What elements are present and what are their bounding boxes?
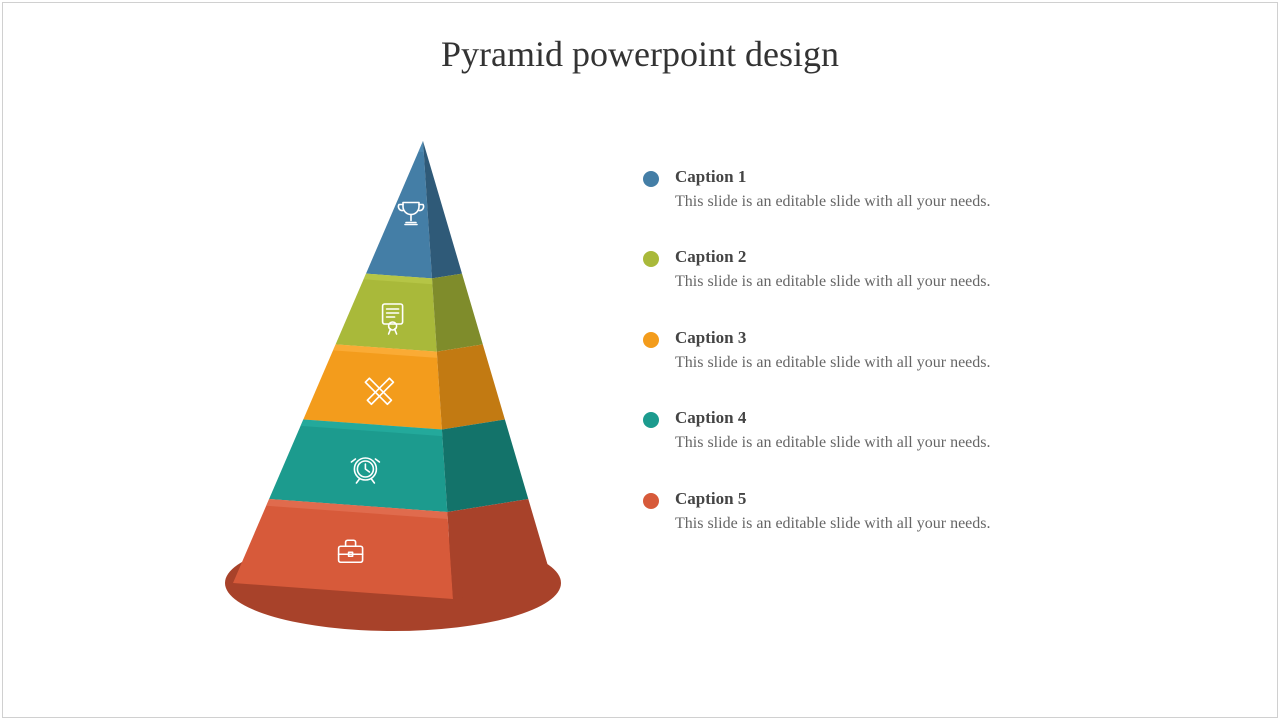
slide-frame: Pyramid powerpoint design Caption 1 This … xyxy=(2,2,1278,718)
caption-title: Caption 1 xyxy=(675,167,1203,187)
legend-item: Caption 5 This slide is an editable slide… xyxy=(643,489,1203,535)
caption-desc: This slide is an editable slide with all… xyxy=(675,271,1203,293)
legend: Caption 1 This slide is an editable slide… xyxy=(643,167,1203,569)
caption-title: Caption 4 xyxy=(675,408,1203,428)
legend-text: Caption 3 This slide is an editable slide… xyxy=(675,328,1203,374)
caption-desc: This slide is an editable slide with all… xyxy=(675,191,1203,213)
caption-desc: This slide is an editable slide with all… xyxy=(675,432,1203,454)
legend-item: Caption 4 This slide is an editable slide… xyxy=(643,408,1203,454)
legend-text: Caption 4 This slide is an editable slide… xyxy=(675,408,1203,454)
legend-text: Caption 5 This slide is an editable slide… xyxy=(675,489,1203,535)
legend-bullet xyxy=(643,412,659,428)
caption-desc: This slide is an editable slide with all… xyxy=(675,513,1203,535)
legend-bullet xyxy=(643,493,659,509)
caption-desc: This slide is an editable slide with all… xyxy=(675,352,1203,374)
legend-item: Caption 2 This slide is an editable slide… xyxy=(643,247,1203,293)
legend-bullet xyxy=(643,251,659,267)
slide-title: Pyramid powerpoint design xyxy=(3,33,1277,75)
legend-bullet xyxy=(643,332,659,348)
caption-title: Caption 2 xyxy=(675,247,1203,267)
legend-item: Caption 3 This slide is an editable slide… xyxy=(643,328,1203,374)
caption-title: Caption 5 xyxy=(675,489,1203,509)
caption-title: Caption 3 xyxy=(675,328,1203,348)
pyramid-diagram xyxy=(193,131,593,671)
legend-text: Caption 2 This slide is an editable slide… xyxy=(675,247,1203,293)
legend-item: Caption 1 This slide is an editable slide… xyxy=(643,167,1203,213)
legend-bullet xyxy=(643,171,659,187)
legend-text: Caption 1 This slide is an editable slide… xyxy=(675,167,1203,213)
